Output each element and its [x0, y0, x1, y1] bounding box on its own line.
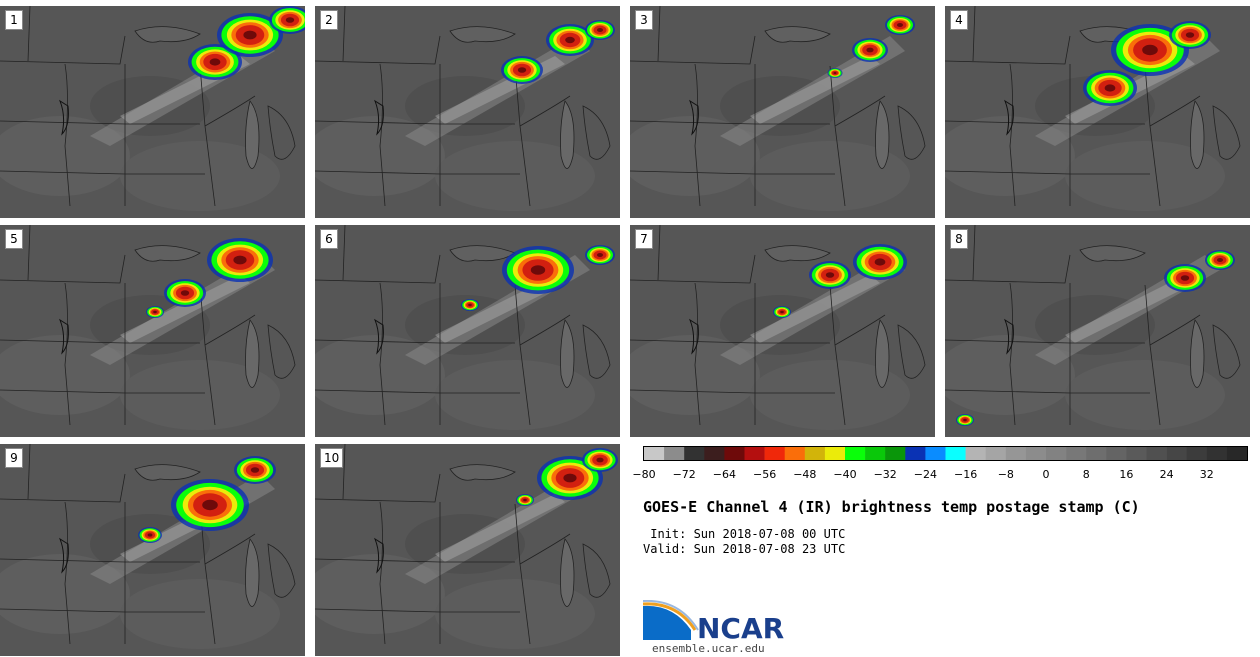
colorbar-tick-label: −72	[672, 468, 696, 481]
map-panel: 9	[0, 444, 305, 656]
colorbar-swatch	[764, 447, 785, 460]
panel-number-label: 8	[950, 229, 968, 249]
ir-satellite-map	[0, 444, 305, 656]
colorbar-tick-label: −56	[752, 468, 777, 481]
colorbar-tick-label: 0	[1042, 468, 1050, 481]
ncar-logo-text: NCAR	[697, 612, 785, 645]
ir-satellite-map	[945, 6, 1250, 218]
colorbar-swatch	[1025, 447, 1047, 460]
map-panel: 4	[945, 6, 1250, 218]
panel-number-label: 1	[5, 10, 23, 30]
colorbar-swatch	[1005, 447, 1027, 460]
panel-number-label: 9	[5, 448, 23, 468]
colorbar-tick-label: −48	[793, 468, 817, 481]
map-panel: 7	[630, 225, 935, 437]
map-panel: 6	[315, 225, 620, 437]
colorbar-tick-label: −80	[632, 468, 656, 481]
ncar-logo-icon	[643, 600, 699, 640]
colorbar-swatch	[925, 447, 946, 460]
ir-satellite-map	[945, 225, 1250, 437]
colorbar-swatch	[1226, 447, 1248, 460]
colorbar-swatch	[1146, 447, 1167, 460]
colorbar-tick-label: −64	[712, 468, 736, 481]
panel-number-label: 4	[950, 10, 968, 30]
ir-satellite-map	[630, 225, 935, 437]
colorbar-swatch	[885, 447, 906, 460]
colorbar-border	[643, 446, 1248, 461]
colorbar-swatch	[1206, 447, 1228, 460]
panel-number-label: 2	[320, 10, 338, 30]
map-panel: 8	[945, 225, 1250, 437]
init-time: Init: Sun 2018-07-08 00 UTC	[643, 527, 846, 541]
figure-title: GOES-E Channel 4 (IR) brightness temp po…	[643, 498, 1140, 516]
map-panel: 2	[315, 6, 620, 218]
colorbar-swatch	[704, 447, 725, 460]
panel-number-label: 3	[635, 10, 653, 30]
colorbar-swatch	[945, 447, 966, 460]
colorbar-swatch	[1126, 447, 1147, 460]
colorbar	[643, 446, 1248, 461]
colorbar-tick-label: 32	[1199, 468, 1214, 481]
valid-time: Valid: Sun 2018-07-08 23 UTC	[643, 542, 846, 556]
colorbar-swatch	[1106, 447, 1127, 460]
map-panel: 3	[630, 6, 935, 218]
colorbar-tick-label: −16	[953, 468, 978, 481]
colorbar-tick-label: −40	[833, 468, 857, 481]
colorbar-tick-label: 16	[1119, 468, 1134, 481]
colorbar-tick-label: −32	[873, 468, 897, 481]
map-panel: 5	[0, 225, 305, 437]
panel-number-label: 5	[5, 229, 23, 249]
colorbar-swatch	[664, 447, 685, 460]
ncar-url: ensemble.ucar.edu	[652, 642, 765, 655]
colorbar-swatch	[1066, 447, 1087, 460]
colorbar-swatch	[744, 447, 765, 460]
panel-number-label: 10	[320, 448, 344, 468]
colorbar-swatch	[905, 447, 926, 460]
ir-satellite-map	[315, 444, 620, 656]
colorbar-swatch	[1046, 447, 1067, 460]
colorbar-tick-label: 24	[1159, 468, 1174, 481]
ir-satellite-map	[0, 225, 305, 437]
colorbar-swatch	[644, 447, 665, 460]
colorbar-swatch	[784, 447, 806, 460]
map-panel: 10	[315, 444, 620, 656]
colorbar-swatch	[724, 447, 745, 460]
colorbar-swatch	[1086, 447, 1107, 460]
colorbar-swatch	[965, 447, 986, 460]
colorbar-tick-label: −8	[997, 468, 1014, 481]
colorbar-swatch	[804, 447, 826, 460]
colorbar-tick-label: −24	[913, 468, 937, 481]
panel-number-label: 7	[635, 229, 653, 249]
colorbar-swatch	[865, 447, 886, 460]
panel-number-label: 6	[320, 229, 338, 249]
ir-satellite-map	[315, 225, 620, 437]
colorbar-swatch	[824, 447, 846, 460]
ir-satellite-map	[315, 6, 620, 218]
ir-satellite-map	[630, 6, 935, 218]
colorbar-swatch	[985, 447, 1007, 460]
map-panel: 1	[0, 6, 305, 218]
colorbar-swatch	[845, 447, 866, 460]
colorbar-swatch	[684, 447, 705, 460]
ir-satellite-map	[0, 6, 305, 218]
colorbar-swatch	[1166, 447, 1187, 460]
colorbar-swatch	[1186, 447, 1208, 460]
colorbar-tick-label: 8	[1082, 468, 1090, 481]
